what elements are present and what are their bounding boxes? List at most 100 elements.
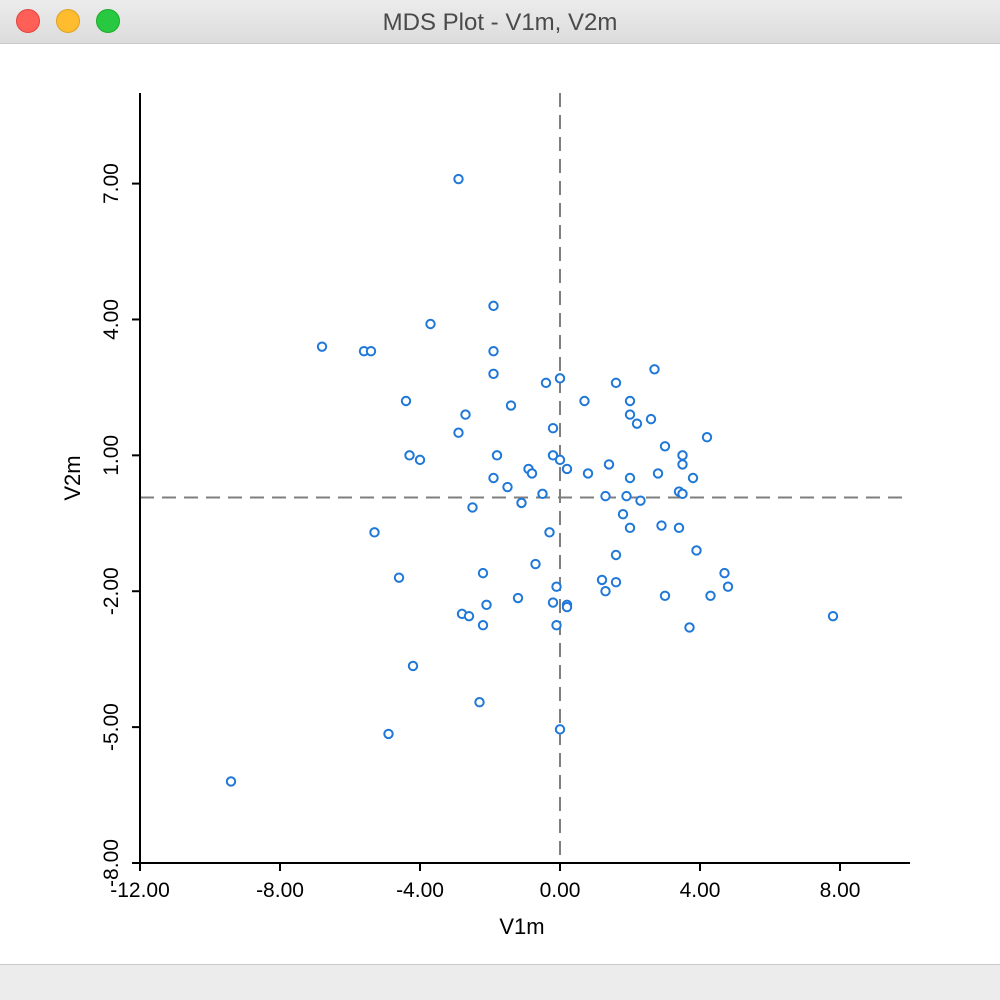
data-point <box>460 409 471 420</box>
y-tick-label: -8.00 <box>100 839 123 887</box>
data-point <box>691 545 702 556</box>
status-bar <box>0 964 1000 1000</box>
data-point <box>687 472 699 484</box>
title-bar[interactable]: MDS Plot - V1m, V2m <box>0 0 1000 44</box>
x-tick-label: -12.00 <box>110 879 170 902</box>
data-point <box>481 599 492 611</box>
data-point <box>554 373 566 384</box>
y-tick-label: 4.00 <box>100 299 123 340</box>
data-point <box>610 549 622 561</box>
x-axis-label: V1m <box>499 914 544 939</box>
data-point <box>705 590 716 601</box>
data-point <box>649 364 660 375</box>
axes: -12.00 -8.00 -4.00 0.00 4.00 8.00-8.00-5.00-2… <box>100 93 910 902</box>
data-point <box>544 527 555 538</box>
data-point <box>561 463 573 475</box>
data-point <box>554 454 566 466</box>
data-point <box>617 509 629 520</box>
data-point <box>477 567 489 579</box>
data-points <box>225 173 839 787</box>
data-point <box>547 450 559 461</box>
minimize-window-button[interactable] <box>56 9 80 33</box>
data-point <box>404 450 415 461</box>
data-point <box>547 597 559 608</box>
data-point <box>596 574 608 586</box>
data-point <box>488 368 499 380</box>
x-tick-label: -8.00 <box>256 879 304 902</box>
data-point <box>677 459 688 470</box>
data-point <box>365 345 377 357</box>
data-point <box>502 481 513 493</box>
axis-labels: V1m V2m <box>60 455 545 939</box>
data-point <box>505 400 517 411</box>
data-point <box>659 441 671 452</box>
data-point <box>547 422 559 434</box>
data-point <box>453 173 464 185</box>
data-point <box>225 776 237 787</box>
data-point <box>677 450 688 461</box>
data-point <box>624 395 636 407</box>
data-point <box>656 520 667 531</box>
data-point <box>463 610 475 622</box>
data-point <box>610 576 622 588</box>
data-point <box>722 581 734 592</box>
y-axis-label: V2m <box>60 455 85 500</box>
data-point <box>827 610 839 622</box>
data-point <box>530 558 541 570</box>
data-point <box>621 490 632 502</box>
data-point <box>600 490 611 502</box>
data-point <box>467 502 478 513</box>
plot-area: -12.00 -8.00 -4.00 0.00 4.00 8.00 -8.00 -5.00 -2… <box>0 44 1000 964</box>
data-point <box>512 592 524 604</box>
data-point <box>659 590 671 601</box>
x-tick-label: 4.00 <box>680 879 721 902</box>
data-point <box>677 488 688 500</box>
data-point <box>488 472 499 484</box>
data-point <box>582 468 594 479</box>
data-point <box>554 724 566 735</box>
reference-lines <box>140 93 910 863</box>
data-point <box>474 697 485 708</box>
y-tick-label: 7.00 <box>100 163 123 204</box>
close-window-button[interactable] <box>16 9 40 33</box>
data-point <box>516 497 527 509</box>
data-point <box>600 586 611 597</box>
data-point <box>414 454 426 466</box>
y-tick-label: -5.00 <box>100 703 123 751</box>
data-point <box>477 620 489 631</box>
data-point <box>631 418 643 429</box>
data-point <box>393 572 405 583</box>
data-point <box>488 345 499 357</box>
x-tick-label: 8.00 <box>820 879 861 902</box>
data-point <box>316 341 328 352</box>
zoom-window-button[interactable] <box>96 9 120 33</box>
data-point <box>624 522 636 534</box>
data-point <box>400 395 412 407</box>
x-tick-label: -4.00 <box>396 879 444 902</box>
data-point <box>551 620 562 631</box>
data-point <box>369 527 380 538</box>
data-point <box>526 468 538 479</box>
data-point <box>624 472 636 484</box>
data-point <box>701 432 713 443</box>
data-point <box>673 522 685 534</box>
data-point <box>453 427 464 438</box>
data-point <box>488 300 499 312</box>
window-title: MDS Plot - V1m, V2m <box>382 9 618 36</box>
y-tick-label: 1.00 <box>100 435 123 476</box>
data-point <box>719 567 730 579</box>
data-point <box>540 377 552 389</box>
data-point <box>561 601 573 613</box>
data-point <box>645 413 657 425</box>
y-tick-label: -2.00 <box>100 567 123 615</box>
data-point <box>537 488 548 500</box>
data-point <box>491 450 503 461</box>
data-point <box>407 660 419 672</box>
data-point <box>551 581 562 592</box>
data-point <box>684 622 695 633</box>
data-point <box>603 459 615 470</box>
data-point <box>652 468 664 479</box>
mds-scatter-plot: -12.00 -8.00 -4.00 0.00 4.00 8.00-8.00-5.00-2… <box>60 93 910 939</box>
data-point <box>624 409 636 420</box>
data-point <box>635 495 646 506</box>
